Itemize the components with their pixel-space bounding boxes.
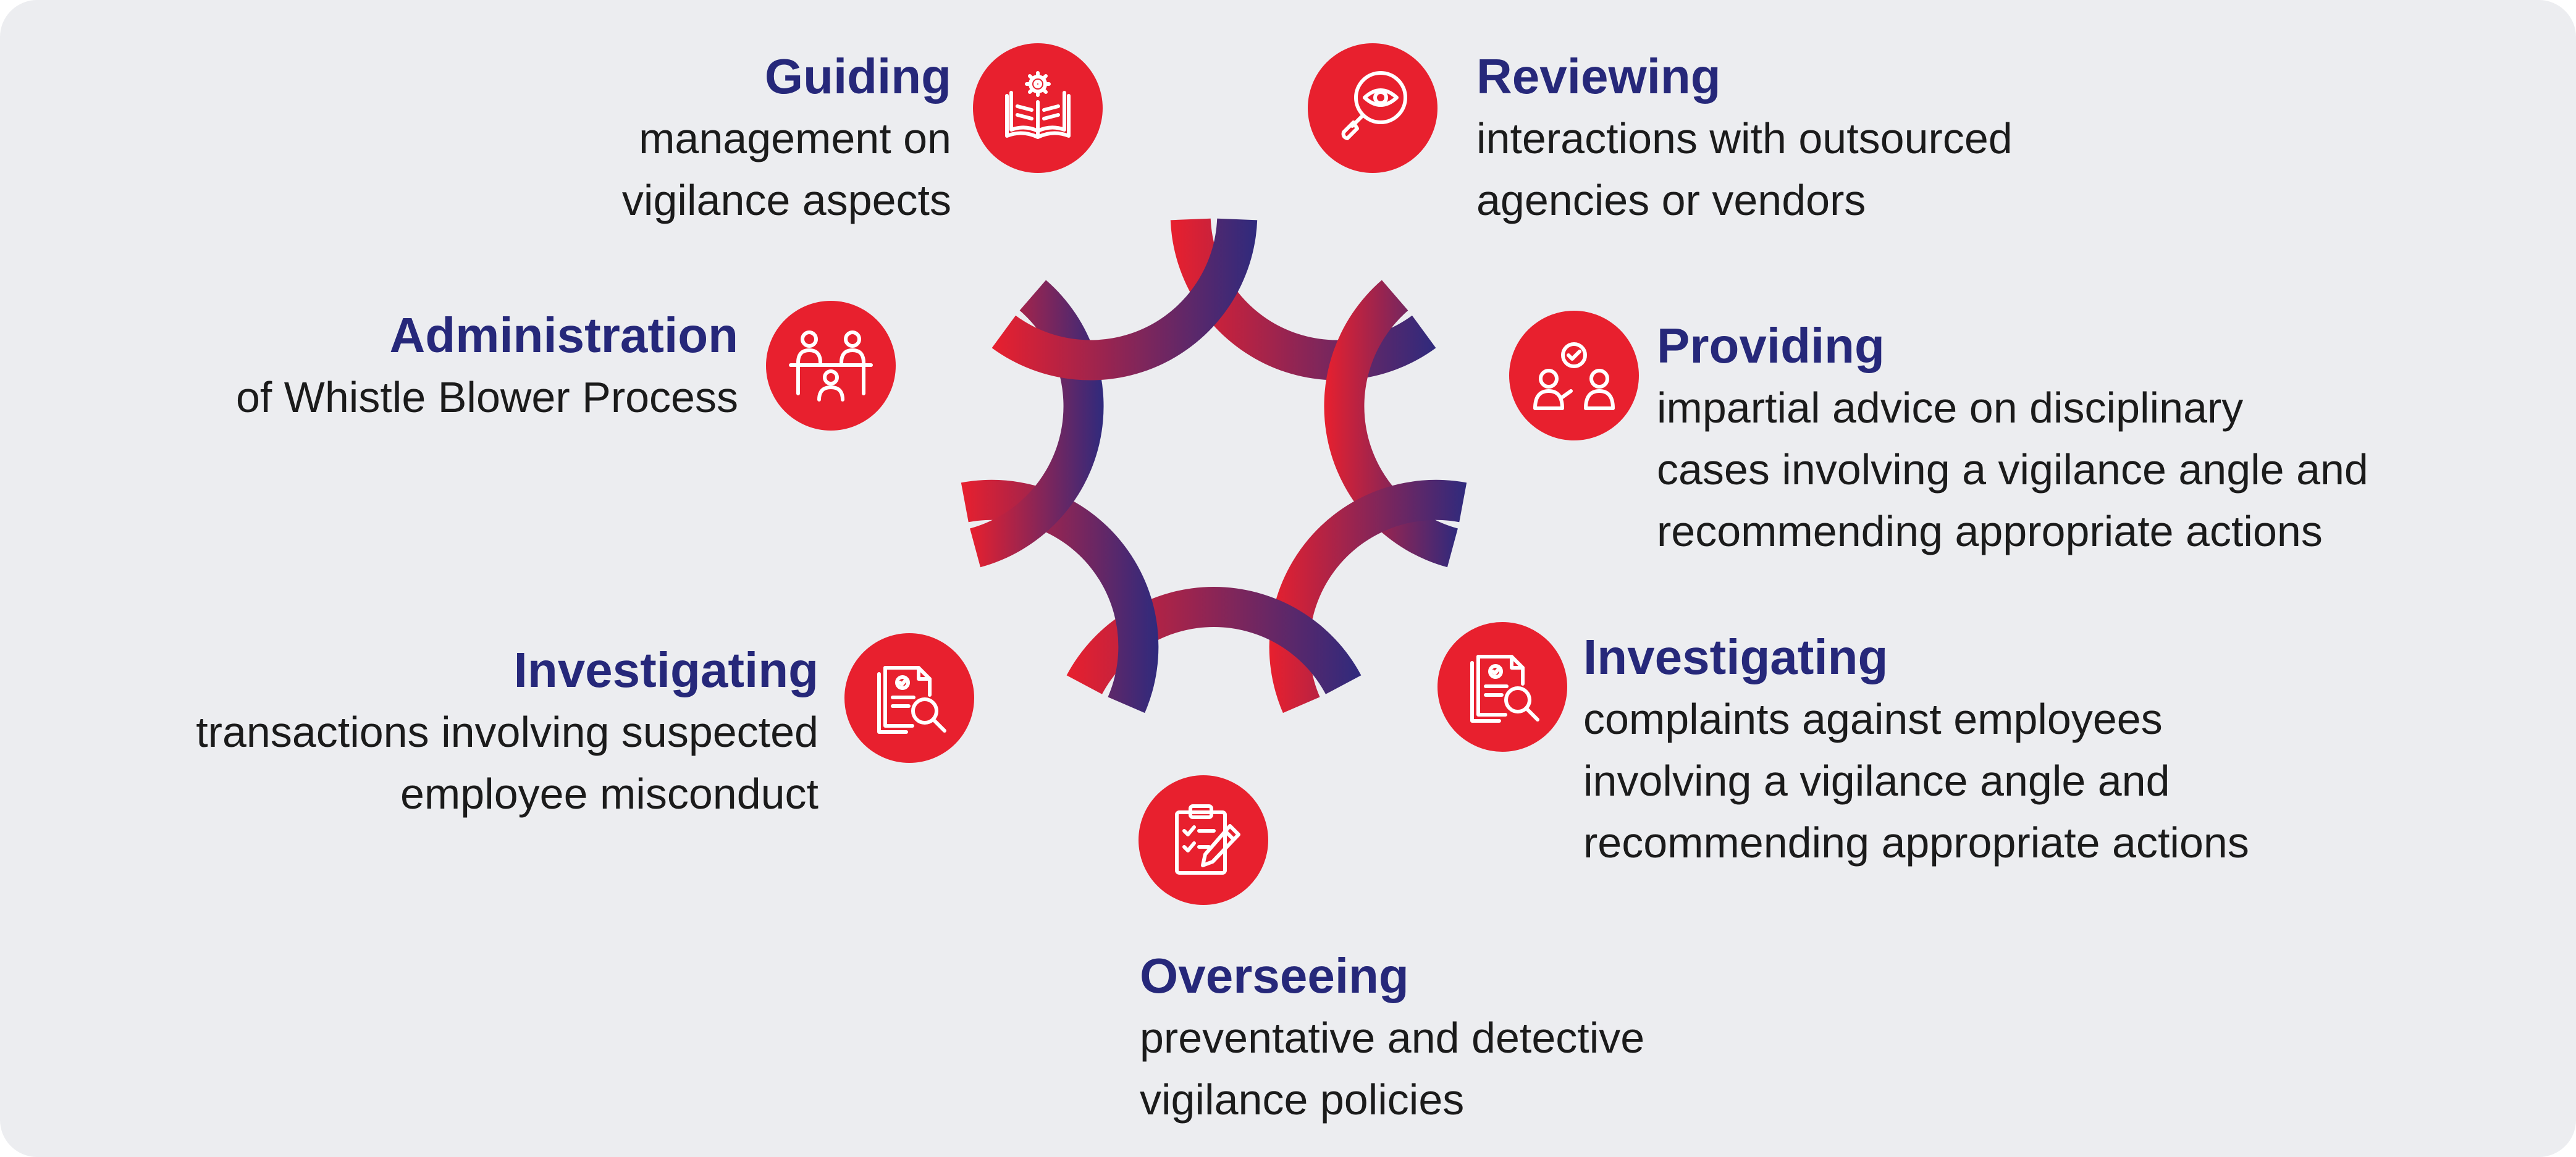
- item-investigating-complaints: Investigating complaints against employe…: [1583, 626, 2249, 873]
- advisory-people-icon: [1509, 311, 1639, 440]
- arc-segment: [961, 479, 1159, 713]
- item-title: Providing: [1657, 318, 1885, 373]
- arc-segments: [961, 218, 1467, 713]
- item-description-line: transactions involving suspected: [196, 708, 819, 756]
- item-description-line: management on: [639, 114, 951, 162]
- item-description-line: interactions with outsourced: [1476, 114, 2013, 162]
- item-description-line: vigilance policies: [1140, 1075, 1465, 1124]
- arc-segment: [1324, 280, 1458, 568]
- item-title: Reviewing: [1476, 49, 1721, 104]
- item-overseeing: Overseeing preventative and detective vi…: [1140, 945, 1644, 1130]
- item-description-line: recommending appropriate actions: [1657, 507, 2323, 555]
- item-description-line: vigilance aspects: [621, 176, 951, 224]
- magnifier-eye-icon: [1308, 43, 1437, 173]
- item-guiding: Guiding management on vigilance aspects: [622, 46, 951, 231]
- item-description-line: preventative and detective: [1140, 1014, 1645, 1062]
- meeting-desk-icon: [766, 301, 896, 431]
- item-description-line: involving a vigilance angle and: [1583, 757, 2170, 805]
- arc-segment: [1269, 479, 1467, 713]
- item-title: Overseeing: [1140, 948, 1409, 1003]
- item-description-line: complaints against employees: [1583, 695, 2163, 743]
- item-investigating-transactions: Investigating transactions involving sus…: [196, 639, 819, 825]
- item-description-line: recommending appropriate actions: [1583, 818, 2249, 867]
- item-administration: Administration of Whistle Blower Process: [236, 305, 738, 428]
- item-title: Investigating: [1583, 629, 1888, 684]
- document-search-icon: [1437, 622, 1567, 752]
- item-description-line: employee misconduct: [400, 770, 819, 818]
- item-title: Investigating: [513, 642, 819, 697]
- item-title: Administration: [389, 308, 738, 363]
- item-description-line: agencies or vendors: [1476, 176, 1866, 224]
- item-description-line: cases involving a vigilance angle and: [1657, 445, 2368, 494]
- document-search-icon: [844, 633, 974, 763]
- clipboard-pen-icon: [1139, 775, 1268, 905]
- item-description-line: of Whistle Blower Process: [235, 373, 738, 421]
- arc-segment: [991, 218, 1258, 381]
- item-reviewing: Reviewing interactions with outsourced a…: [1476, 46, 2013, 231]
- item-providing: Providing impartial advice on disciplina…: [1657, 315, 2368, 562]
- book-gear-icon: [973, 43, 1103, 173]
- item-description-line: impartial advice on disciplinary: [1657, 384, 2244, 432]
- item-title: Guiding: [764, 49, 951, 104]
